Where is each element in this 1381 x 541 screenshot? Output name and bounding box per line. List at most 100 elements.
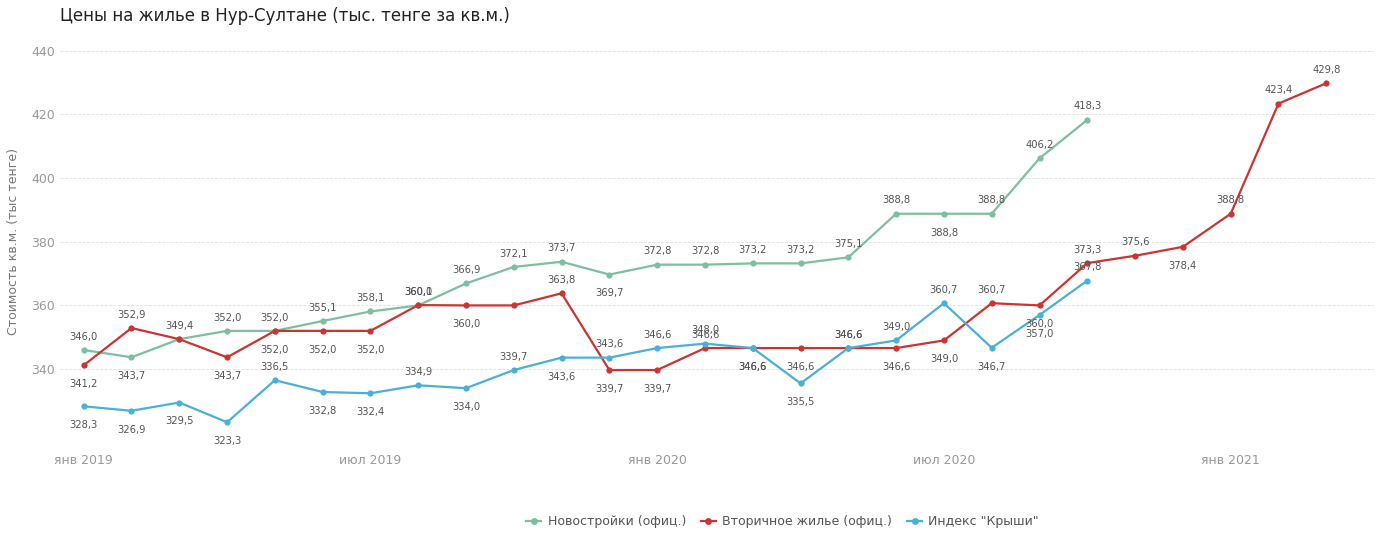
Text: 373,3: 373,3: [1073, 245, 1102, 255]
Text: 373,2: 373,2: [739, 245, 766, 255]
Индекс "Крыши": [1079, 278, 1095, 284]
Новостройки (офиц.): [171, 336, 188, 342]
Text: 328,3: 328,3: [69, 420, 98, 430]
Text: 346,0: 346,0: [69, 332, 98, 342]
Индекс "Крыши": [649, 345, 666, 351]
Вторичное жилье (офиц.): [1222, 210, 1239, 217]
Индекс "Крыши": [171, 399, 188, 406]
Вторичное жилье (офиц.): [1127, 253, 1143, 259]
Вторичное жилье (офиц.): [457, 302, 474, 309]
Индекс "Крыши": [362, 390, 378, 397]
Text: 360,7: 360,7: [929, 285, 958, 295]
Text: 346,6: 346,6: [644, 329, 671, 340]
Вторичное жилье (офиц.): [1032, 302, 1048, 309]
Text: 352,0: 352,0: [213, 313, 242, 322]
Вторичное жилье (офиц.): [123, 325, 139, 331]
Индекс "Крыши": [793, 380, 809, 387]
Text: 352,0: 352,0: [308, 345, 337, 355]
Вторичное жилье (офиц.): [315, 328, 331, 334]
Индекс "Крыши": [267, 377, 283, 384]
Text: 388,8: 388,8: [929, 228, 958, 237]
Line: Новостройки (офиц.): Новостройки (офиц.): [80, 117, 1091, 360]
Новостройки (офиц.): [362, 308, 378, 315]
Text: 352,0: 352,0: [261, 313, 289, 322]
Text: 372,8: 372,8: [690, 246, 720, 256]
Вторичное жилье (офиц.): [601, 367, 617, 373]
Индекс "Крыши": [983, 345, 1000, 351]
Text: 375,1: 375,1: [834, 239, 863, 249]
Индекс "Крыши": [840, 345, 856, 351]
Text: 346,6: 346,6: [834, 329, 863, 340]
Text: 378,4: 378,4: [1168, 261, 1197, 270]
Text: 352,9: 352,9: [117, 309, 146, 320]
Text: 360,0: 360,0: [405, 287, 432, 297]
Индекс "Крыши": [123, 407, 139, 414]
Text: 363,8: 363,8: [547, 275, 576, 285]
Вторичное жилье (офиц.): [1317, 80, 1334, 87]
Text: 418,3: 418,3: [1073, 102, 1102, 111]
Вторичное жилье (офиц.): [1079, 260, 1095, 266]
Новостройки (офиц.): [744, 260, 761, 267]
Text: 323,3: 323,3: [213, 436, 242, 446]
Text: 357,0: 357,0: [1025, 329, 1054, 339]
Text: 352,0: 352,0: [356, 345, 385, 355]
Вторичное жилье (офиц.): [171, 336, 188, 342]
Text: 429,8: 429,8: [1312, 65, 1341, 75]
Text: 372,1: 372,1: [500, 248, 528, 259]
Индекс "Крыши": [315, 389, 331, 395]
Новостройки (офиц.): [793, 260, 809, 267]
Индекс "Крыши": [76, 403, 93, 410]
Вторичное жилье (офиц.): [505, 302, 522, 309]
Новостройки (офиц.): [267, 328, 283, 334]
Text: 334,0: 334,0: [452, 402, 481, 412]
Text: 348,0: 348,0: [690, 325, 720, 335]
Новостройки (офиц.): [76, 347, 93, 353]
Text: 343,6: 343,6: [547, 372, 576, 381]
Text: 369,7: 369,7: [595, 288, 624, 299]
Вторичное жилье (офиц.): [888, 345, 905, 351]
Новостройки (офиц.): [218, 328, 235, 334]
Новостройки (офиц.): [457, 280, 474, 287]
Text: 375,6: 375,6: [1121, 237, 1149, 247]
Вторичное жилье (офиц.): [983, 300, 1000, 306]
Text: 339,7: 339,7: [595, 384, 624, 394]
Индекс "Крыши": [601, 354, 617, 361]
Вторичное жилье (офиц.): [554, 290, 570, 296]
Вторичное жилье (офиц.): [1175, 243, 1192, 250]
Text: 343,7: 343,7: [213, 371, 242, 381]
Text: 346,6: 346,6: [882, 362, 910, 372]
Text: 346,6: 346,6: [739, 362, 766, 372]
Text: 355,1: 355,1: [308, 302, 337, 313]
Text: 335,5: 335,5: [786, 397, 815, 407]
Line: Индекс "Крыши": Индекс "Крыши": [80, 278, 1091, 425]
Text: 388,8: 388,8: [1217, 195, 1244, 206]
Text: 339,7: 339,7: [500, 352, 528, 362]
Text: Цены на жилье в Нур-Султане (тыс. тенге за кв.м.): Цены на жилье в Нур-Султане (тыс. тенге …: [59, 7, 510, 25]
Text: 367,8: 367,8: [1073, 262, 1102, 272]
Новостройки (офиц.): [505, 263, 522, 270]
Индекс "Крыши": [505, 367, 522, 373]
Text: 336,5: 336,5: [261, 362, 289, 372]
Text: 339,7: 339,7: [644, 384, 671, 394]
Индекс "Крыши": [554, 354, 570, 361]
Text: 341,2: 341,2: [69, 379, 98, 389]
Text: 346,6: 346,6: [739, 362, 766, 372]
Text: 352,0: 352,0: [261, 345, 289, 355]
Индекс "Крыши": [888, 337, 905, 344]
Text: 343,6: 343,6: [595, 339, 623, 349]
Text: 360,0: 360,0: [452, 319, 481, 329]
Text: 372,8: 372,8: [644, 246, 671, 256]
Новостройки (офиц.): [410, 302, 427, 309]
Text: 332,4: 332,4: [356, 407, 384, 417]
Индекс "Крыши": [218, 419, 235, 425]
Вторичное жилье (офиц.): [410, 302, 427, 308]
Вторичное жилье (офиц.): [744, 345, 761, 351]
Новостройки (офиц.): [696, 261, 713, 268]
Text: 373,7: 373,7: [547, 243, 576, 254]
Text: 349,4: 349,4: [166, 321, 193, 331]
Legend: Новостройки (офиц.), Вторичное жилье (офиц.), Индекс "Крыши": Новостройки (офиц.), Вторичное жилье (оф…: [521, 511, 1044, 533]
Индекс "Крыши": [457, 385, 474, 392]
Text: 346,6: 346,6: [690, 329, 720, 340]
Новостройки (офиц.): [1079, 116, 1095, 123]
Индекс "Крыши": [410, 382, 427, 388]
